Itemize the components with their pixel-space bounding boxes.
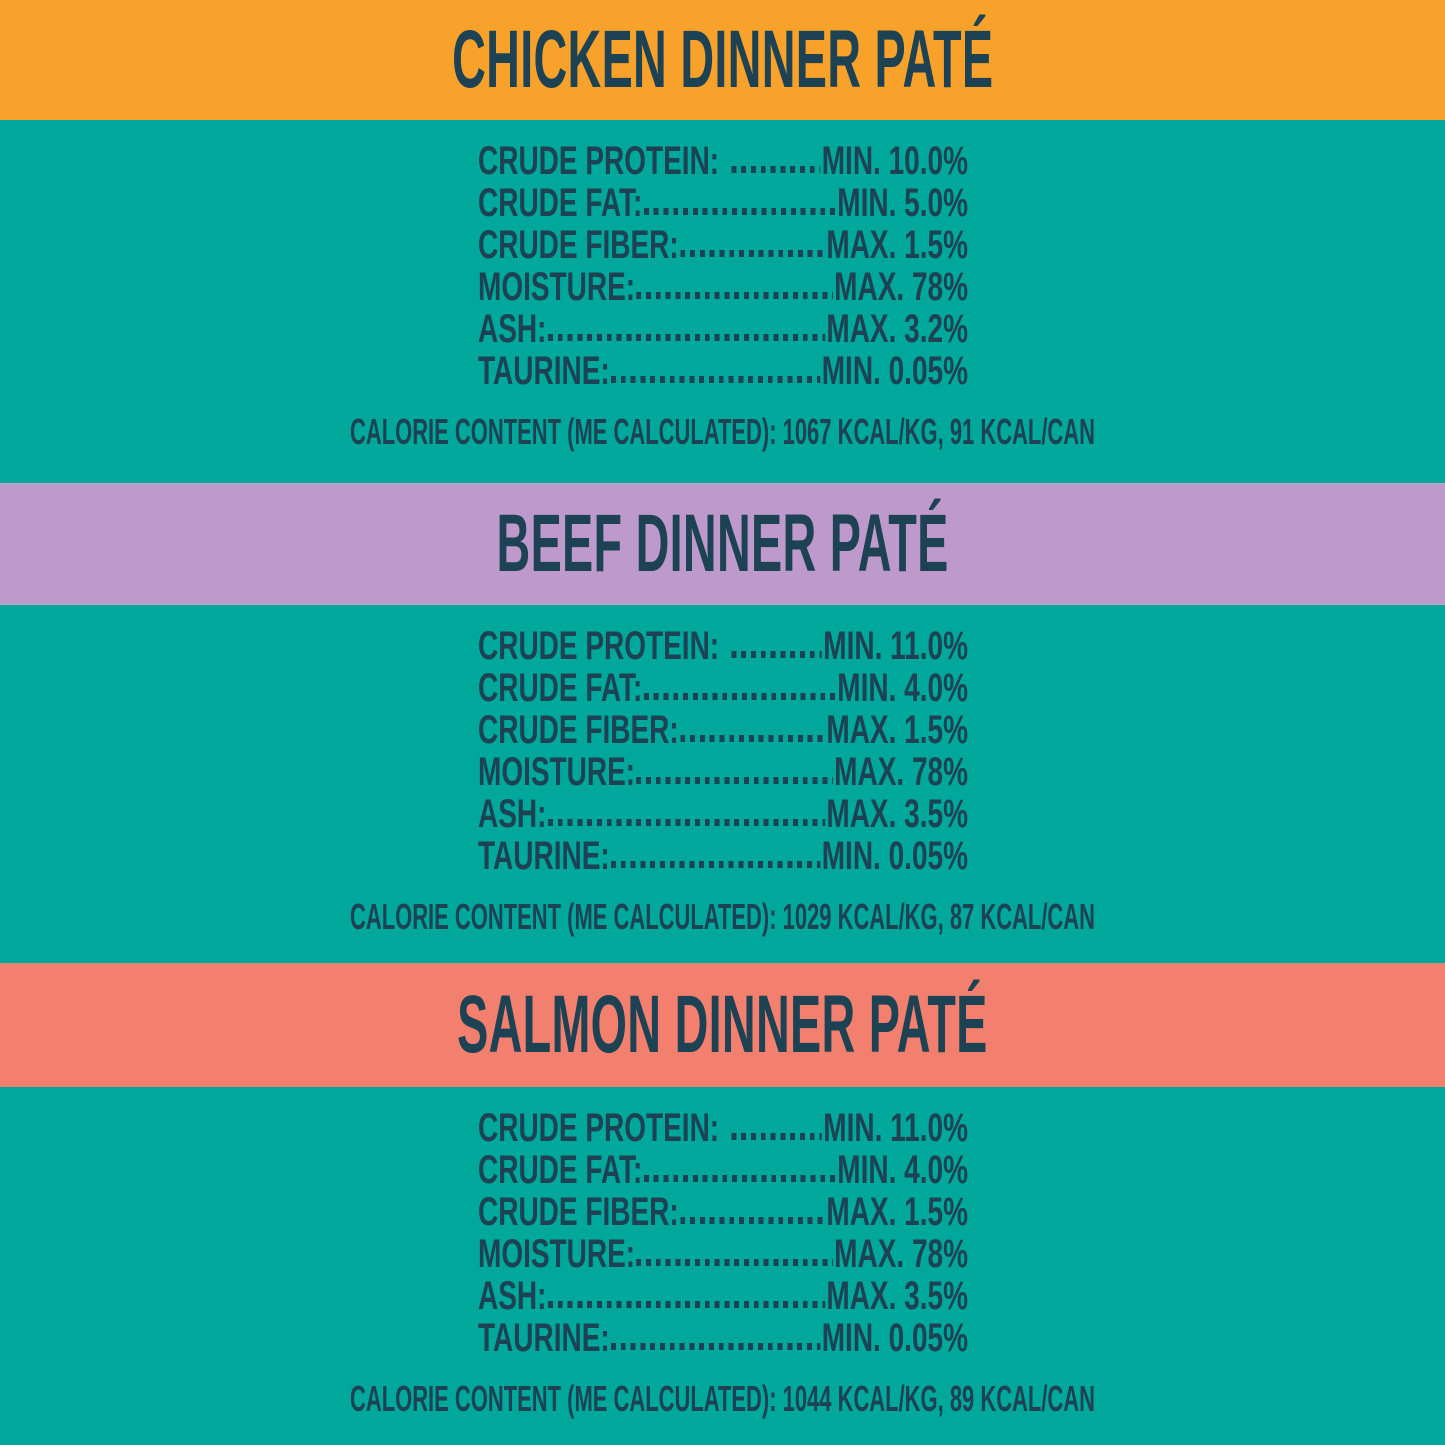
nutrient-label: CRUDE FAT:: [477, 1148, 642, 1192]
nutrient-value: MIN. 11.0%: [822, 624, 968, 668]
beef-calorie-content: CALORIE CONTENT (ME CALCULATED): 1029 KC…: [349, 896, 1096, 937]
nutrient-row: CRUDE PROTEIN: MIN. 11.0%: [478, 1106, 968, 1148]
dotted-leader: [636, 292, 833, 299]
nutrient-value: MAX. 78%: [833, 1232, 968, 1276]
nutrient-label: CRUDE FIBER:: [477, 708, 679, 752]
nutrient-row: TAURINE: MIN. 0.05%: [478, 1316, 968, 1358]
dotted-leader: [643, 1175, 836, 1182]
beef-guaranteed-analysis: CRUDE PROTEIN: MIN. 11.0% CRUDE FAT: MIN. 4…: [0, 605, 1445, 963]
beef-header-band: BEEF DINNER PATÉ: [0, 483, 1445, 605]
dotted-leader: [679, 250, 825, 257]
nutrient-label: TAURINE:: [477, 834, 610, 878]
dotted-leader: [610, 1343, 820, 1350]
nutrient-label: CRUDE FIBER:: [477, 1190, 679, 1234]
beef-section-title: BEEF DINNER PATÉ: [496, 498, 949, 589]
nutrient-label: ASH:: [477, 1274, 546, 1318]
dotted-leader: [679, 735, 825, 742]
nutrient-label: CRUDE PROTEIN:: [477, 1106, 719, 1150]
dotted-leader: [547, 819, 825, 826]
nutrient-row: CRUDE FAT: MIN. 4.0%: [478, 666, 968, 708]
nutrient-label: MOISTURE:: [477, 1232, 635, 1276]
nutrient-row: ASH: MAX. 3.5%: [478, 792, 968, 834]
dotted-leader: [610, 861, 820, 868]
nutrient-row: ASH: MAX. 3.5%: [478, 1274, 968, 1316]
nutrient-value: MIN. 0.05%: [821, 349, 968, 393]
section-chicken-dinner-pate: CHICKEN DINNER PATÉ CRUDE PROTEIN: MIN. 1…: [0, 0, 1445, 483]
salmon-nutrient-rows: CRUDE PROTEIN: MIN. 11.0% CRUDE FAT: MIN. 4…: [478, 1106, 968, 1358]
nutrient-row: TAURINE: MIN. 0.05%: [478, 349, 968, 391]
nutrient-value: MIN. 0.05%: [821, 834, 968, 878]
nutrient-value: MIN. 5.0%: [836, 181, 968, 225]
nutrient-value: MAX. 1.5%: [825, 223, 968, 267]
section-salmon-dinner-pate: SALMON DINNER PATÉ CRUDE PROTEIN: MIN. 11…: [0, 963, 1445, 1445]
dotted-leader: [636, 1259, 833, 1266]
nutrient-value: MAX. 78%: [833, 265, 968, 309]
salmon-guaranteed-analysis: CRUDE PROTEIN: MIN. 11.0% CRUDE FAT: MIN. 4…: [0, 1087, 1445, 1445]
nutrient-label: TAURINE:: [477, 1316, 610, 1360]
dotted-leader: [547, 334, 825, 341]
nutrient-label: TAURINE:: [477, 349, 610, 393]
dotted-leader: [731, 651, 822, 658]
nutrient-value: MIN. 4.0%: [836, 1148, 968, 1192]
dotted-leader: [643, 693, 836, 700]
nutrient-label: ASH:: [477, 307, 546, 351]
nutrient-label: CRUDE PROTEIN:: [477, 624, 719, 668]
nutrient-row: TAURINE: MIN. 0.05%: [478, 834, 968, 876]
nutrient-value: MAX. 78%: [833, 750, 968, 794]
chicken-section-title: CHICKEN DINNER PATÉ: [451, 14, 994, 105]
nutrient-row: CRUDE PROTEIN: MIN. 11.0%: [478, 624, 968, 666]
nutrient-row: CRUDE FIBER: MAX. 1.5%: [478, 708, 968, 750]
chicken-guaranteed-analysis: CRUDE PROTEIN: MIN. 10.0% CRUDE FAT: MIN. 5…: [0, 120, 1445, 483]
nutrient-row: MOISTURE: MAX. 78%: [478, 750, 968, 792]
nutrient-value: MAX. 3.5%: [825, 792, 968, 836]
nutrient-value: MAX. 1.5%: [825, 708, 968, 752]
dotted-leader: [679, 1217, 825, 1224]
nutrient-value: MIN. 4.0%: [836, 666, 968, 710]
nutrient-value: MAX. 3.5%: [825, 1274, 968, 1318]
chicken-nutrient-rows: CRUDE PROTEIN: MIN. 10.0% CRUDE FAT: MIN. 5…: [478, 139, 968, 391]
nutrient-row: CRUDE PROTEIN: MIN. 10.0%: [478, 139, 968, 181]
nutrient-value: MIN. 10.0%: [821, 139, 968, 183]
chicken-header-band: CHICKEN DINNER PATÉ: [0, 0, 1445, 120]
dotted-leader: [643, 208, 836, 215]
nutrient-label: CRUDE FAT:: [477, 666, 642, 710]
nutrient-row: MOISTURE: MAX. 78%: [478, 265, 968, 307]
nutrient-row: MOISTURE: MAX. 78%: [478, 1232, 968, 1274]
nutrient-row: ASH: MAX. 3.2%: [478, 307, 968, 349]
nutrient-label: CRUDE FAT:: [477, 181, 642, 225]
nutrient-label: CRUDE FIBER:: [477, 223, 679, 267]
nutrient-value: MAX. 1.5%: [825, 1190, 968, 1234]
chicken-calorie-content: CALORIE CONTENT (ME CALCULATED): 1067 KC…: [349, 411, 1096, 452]
dotted-leader: [636, 777, 833, 784]
nutrient-label: MOISTURE:: [477, 265, 635, 309]
nutrient-label: ASH:: [477, 792, 546, 836]
nutrient-row: CRUDE FIBER: MAX. 1.5%: [478, 1190, 968, 1232]
nutrient-row: CRUDE FIBER: MAX. 1.5%: [478, 223, 968, 265]
nutrient-value: MIN. 0.05%: [821, 1316, 968, 1360]
nutrient-value: MAX. 3.2%: [825, 307, 968, 351]
dotted-leader: [547, 1301, 825, 1308]
dotted-leader: [731, 1133, 822, 1140]
nutrient-row: CRUDE FAT: MIN. 5.0%: [478, 181, 968, 223]
salmon-header-band: SALMON DINNER PATÉ: [0, 963, 1445, 1087]
dotted-leader: [610, 376, 820, 383]
dotted-leader: [731, 166, 820, 173]
beef-nutrient-rows: CRUDE PROTEIN: MIN. 11.0% CRUDE FAT: MIN. 4…: [478, 624, 968, 876]
section-beef-dinner-pate: BEEF DINNER PATÉ CRUDE PROTEIN: MIN. 11.0…: [0, 483, 1445, 963]
nutrient-row: CRUDE FAT: MIN. 4.0%: [478, 1148, 968, 1190]
nutrient-label: MOISTURE:: [477, 750, 635, 794]
nutrient-label: CRUDE PROTEIN:: [477, 139, 719, 183]
nutrient-value: MIN. 11.0%: [822, 1106, 968, 1150]
salmon-section-title: SALMON DINNER PATÉ: [457, 979, 988, 1070]
salmon-calorie-content: CALORIE CONTENT (ME CALCULATED): 1044 KC…: [349, 1378, 1096, 1419]
